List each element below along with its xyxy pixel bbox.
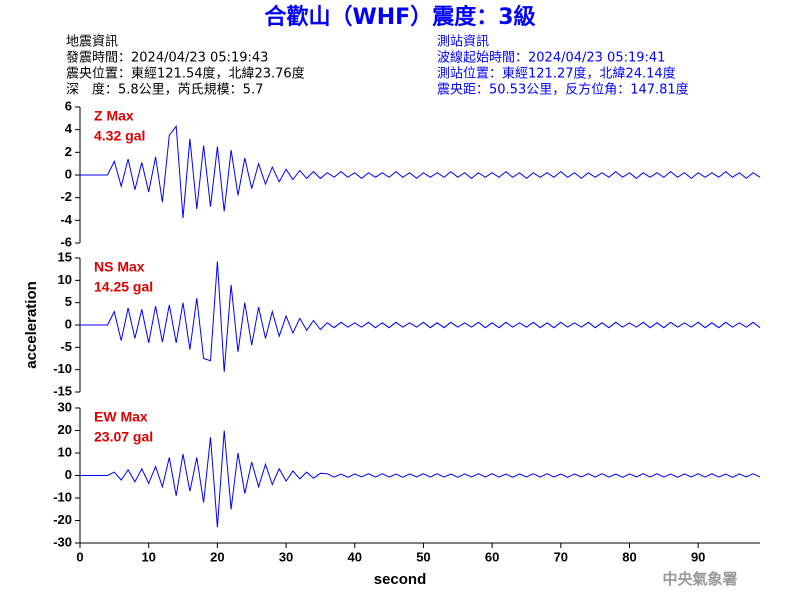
y-tick-label: 4: [65, 121, 73, 136]
y-tick-label: 20: [58, 422, 72, 437]
x-tick-label: 40: [348, 549, 362, 564]
waveform: [80, 430, 761, 528]
x-tick-label: 60: [485, 549, 499, 564]
x-tick-label: 90: [691, 549, 705, 564]
x-tick-label: 30: [279, 549, 293, 564]
station-info: 測站資訊: [437, 35, 489, 50]
event-info: 地震資訊: [66, 35, 118, 50]
y-tick-label: -4: [60, 212, 72, 227]
station-info: 波線起始時間：2024/04/23 05:19:41: [437, 50, 665, 66]
waveform: [80, 124, 761, 219]
y-tick-label: -30: [53, 534, 72, 549]
y-tick-label: -2: [60, 189, 72, 204]
max-value: 23.07 gal: [94, 429, 153, 445]
y-tick-label: 2: [65, 144, 72, 159]
y-tick-label: 5: [65, 294, 72, 309]
y-tick-label: 0: [65, 166, 72, 181]
event-info: 深 度：5.8公里，芮氏規模：5.7: [66, 82, 263, 98]
max-name: EW Max: [94, 409, 148, 425]
max-value: 14.25 gal: [94, 279, 153, 295]
x-tick-label: 50: [416, 549, 430, 564]
x-tick-label: 20: [210, 549, 224, 564]
y-tick-label: 10: [58, 444, 72, 459]
chart-title: 合歡山（WHF）震度：3級: [264, 4, 535, 30]
station-info: 測站位置：東經121.27度，北緯24.14度: [437, 66, 676, 82]
y-tick-label: -5: [60, 339, 72, 354]
y-tick-label: 6: [65, 98, 72, 113]
event-info: 發震時間：2024/04/23 05:19:43: [66, 51, 268, 66]
x-tick-label: 80: [622, 549, 636, 564]
x-tick-label: 70: [554, 549, 568, 564]
station-info: 震央距：50.53公里，反方位角：147.81度: [437, 82, 689, 98]
waveform: [80, 261, 761, 372]
y-tick-label: -15: [53, 383, 72, 398]
y-tick-label: 0: [65, 316, 72, 331]
y-tick-label: -20: [53, 512, 72, 527]
y-tick-label: 0: [65, 467, 72, 482]
max-name: Z Max: [94, 108, 134, 124]
x-tick-label: 10: [141, 549, 155, 564]
y-tick-label: -6: [60, 234, 72, 249]
y-tick-label: -10: [53, 361, 72, 376]
y-axis-label: acceleration: [23, 281, 40, 369]
max-name: NS Max: [94, 259, 145, 275]
y-tick-label: -10: [53, 489, 72, 504]
event-info: 震央位置：東經121.54度，北緯23.76度: [66, 66, 305, 82]
x-tick-label: 0: [76, 549, 83, 564]
footer: 中央氣象署: [662, 570, 737, 588]
max-value: 4.32 gal: [94, 128, 145, 144]
y-tick-label: 15: [58, 249, 72, 264]
y-tick-label: 10: [58, 272, 72, 287]
x-axis-label: second: [374, 571, 427, 588]
y-tick-label: 30: [58, 399, 72, 414]
